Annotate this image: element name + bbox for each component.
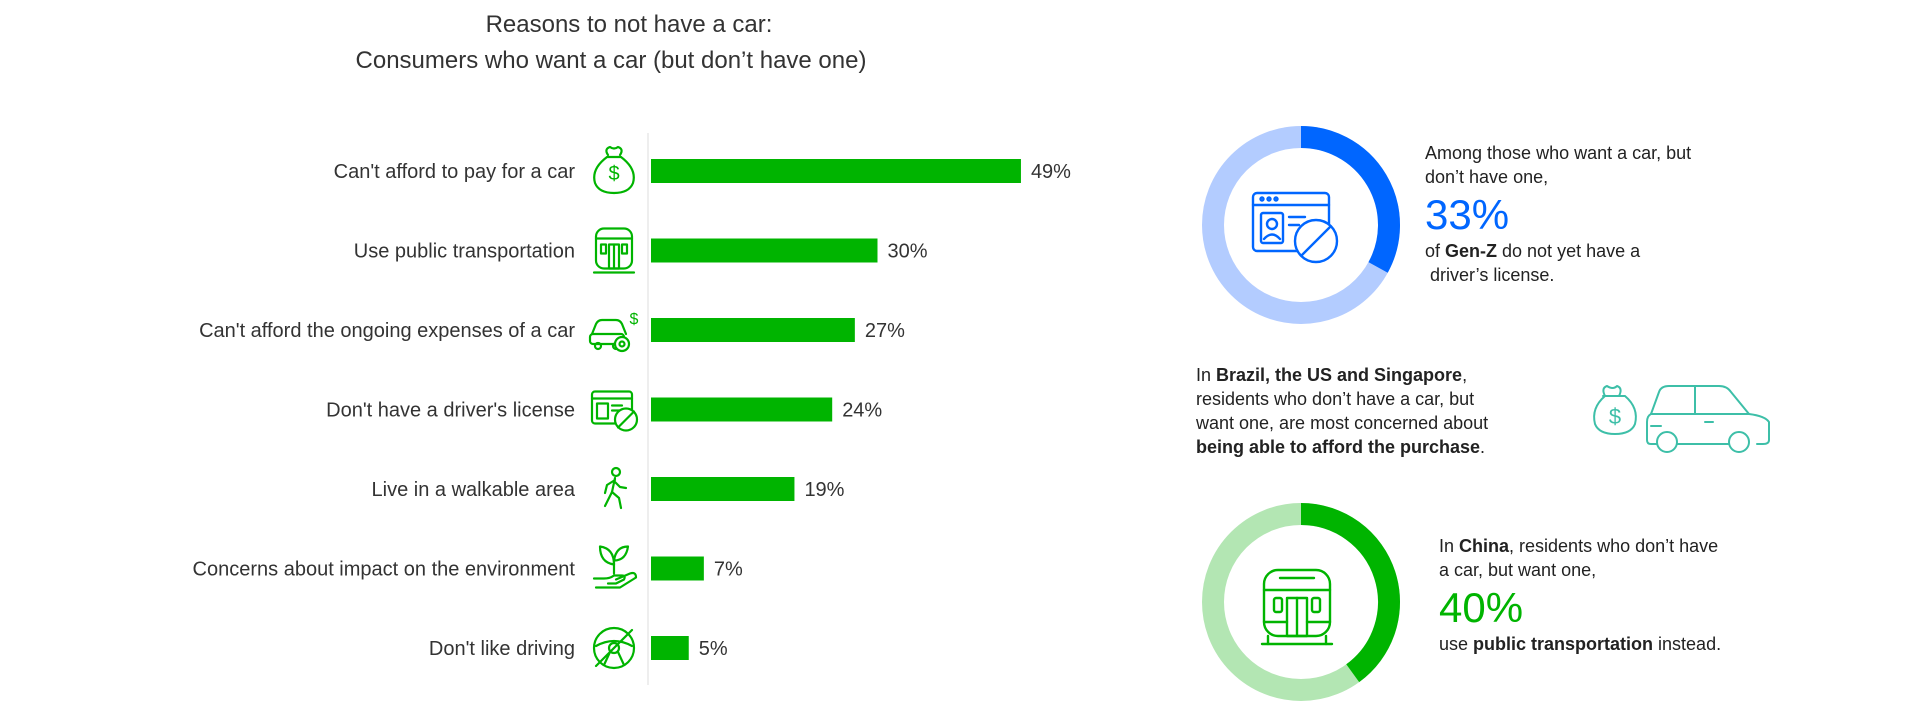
car-expenses-icon: $ — [588, 311, 639, 353]
brazil-callout: In Brazil, the US and Singapore, residen… — [1196, 363, 1596, 459]
genz-line2: don’t have one, — [1425, 167, 1549, 187]
china-post3: instead. — [1653, 634, 1722, 654]
category-label: Live in a walkable area — [372, 479, 576, 501]
category-label: Concerns about impact on the environment — [193, 559, 576, 581]
china-line2: a car, but want one, — [1439, 560, 1597, 580]
bar — [651, 318, 855, 342]
license-ban-icon — [1251, 191, 1339, 264]
china-big-number: 40% — [1439, 584, 1524, 631]
genz-line1: Among those who want a car, but — [1425, 143, 1692, 163]
value-label: 5% — [699, 638, 728, 660]
brazil-line3: want one, are most concerned about — [1196, 413, 1489, 433]
genz-bold: Gen-Z — [1445, 241, 1498, 261]
brazil-line1: In Brazil, the US and Singapore, — [1196, 363, 1596, 387]
svg-text:$: $ — [608, 163, 619, 185]
china-post1: , residents who don’t have — [1509, 536, 1719, 556]
genz-line4: driver’s license. — [1425, 265, 1555, 285]
brazil-line2: residents who don’t have a car, but — [1196, 389, 1475, 409]
value-label: 7% — [714, 559, 743, 581]
plant-hand-icon — [592, 545, 638, 589]
value-label: 27% — [865, 320, 905, 342]
china-line4: use public transportation instead. — [1439, 632, 1839, 656]
donut-value-arc — [1300, 503, 1400, 683]
genz-callout: Among those who want a car, but don’t ha… — [1425, 141, 1805, 287]
china-donut — [1202, 503, 1400, 701]
value-label: 30% — [888, 241, 928, 263]
bars-layer: Can't afford to pay for a car 49% $ Use pub… — [193, 145, 1071, 670]
brazil-bold2: being able to afford the purchase — [1196, 437, 1481, 457]
bar — [651, 636, 689, 660]
category-label: Can't afford the ongoing expenses of a c… — [199, 320, 575, 342]
china-pre3: use — [1439, 634, 1474, 654]
brazil-pre: In — [1196, 365, 1217, 385]
value-label: 19% — [804, 479, 844, 501]
svg-text:$: $ — [630, 311, 639, 328]
svg-text:$: $ — [1609, 404, 1621, 429]
china-callout: In China, residents who don’t have a car… — [1439, 534, 1839, 656]
license-ban-icon — [590, 390, 639, 432]
money-car-icon: $ — [1593, 385, 1770, 453]
china-bold1: China — [1459, 536, 1510, 556]
bar — [651, 477, 795, 501]
brazil-bold1: Brazil, the US and Singapore — [1216, 365, 1463, 385]
chart-title-line2: Consumers who want a car (but don’t have… — [356, 47, 867, 74]
no-steering-wheel-icon — [592, 626, 636, 670]
bar — [651, 556, 704, 581]
category-label: Can't afford to pay for a car — [334, 161, 576, 183]
brazil-post2: . — [1480, 437, 1486, 457]
china-pre: In — [1439, 536, 1460, 556]
money-bag-icon: $ — [593, 145, 635, 195]
category-label: Use public transportation — [354, 241, 575, 263]
bar — [651, 397, 833, 422]
donut-value-arc — [1300, 126, 1400, 273]
genz-line3: of Gen-Z do not yet have a — [1425, 239, 1805, 263]
china-line1: In China, residents who don’t have — [1439, 534, 1839, 558]
bar — [651, 159, 1021, 183]
category-label: Don't like driving — [429, 638, 575, 660]
brazil-post1: , — [1462, 365, 1468, 385]
china-bold3: public transportation — [1473, 634, 1654, 654]
genz-big-number: 33% — [1425, 191, 1510, 238]
genz-post: do not yet have a — [1497, 241, 1641, 261]
brazil-line4: being able to afford the purchase. — [1196, 435, 1596, 459]
walking-person-icon — [603, 466, 628, 510]
category-label: Don't have a driver's license — [326, 400, 575, 422]
chart-title-line1: Reasons to not have a car: — [486, 11, 773, 38]
genz-donut — [1202, 126, 1400, 324]
bar — [651, 238, 878, 263]
train-icon — [1260, 568, 1334, 646]
train-icon — [592, 227, 636, 274]
genz-pre: of — [1425, 241, 1446, 261]
value-label: 49% — [1031, 161, 1071, 183]
value-label: 24% — [842, 400, 882, 422]
